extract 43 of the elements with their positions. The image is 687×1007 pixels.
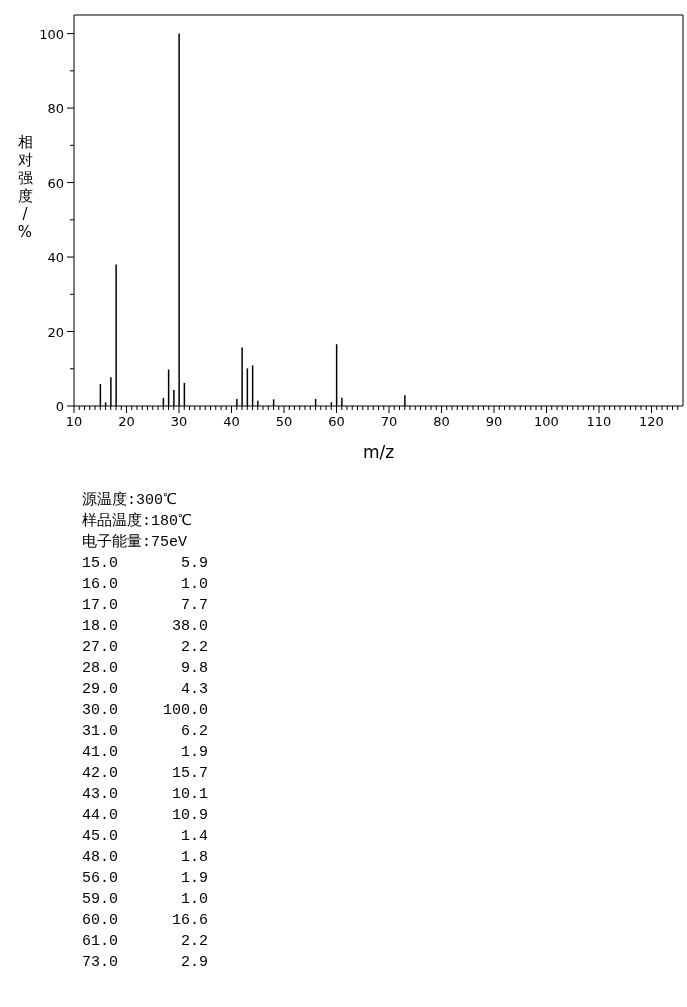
- x-tick-label: 70: [380, 414, 398, 429]
- text: 44.0 10.9: [82, 806, 210, 826]
- text: 41.0 1.9: [82, 743, 210, 763]
- text: 27.0 2.2: [82, 638, 210, 658]
- text: 59.0 1.0: [82, 890, 210, 910]
- text: 电子能量:75eV: [82, 532, 188, 553]
- x-tick-label: 40: [223, 414, 240, 429]
- y-tick-label: 20: [47, 324, 64, 340]
- text: 17.0 7.7: [82, 596, 210, 616]
- x-tick-label: 50: [275, 414, 293, 429]
- text: 29.0 4.3: [82, 680, 210, 700]
- text: 48.0 1.8: [82, 848, 210, 868]
- x-axis-title: m/z: [362, 442, 395, 462]
- x-tick-label: 100: [534, 414, 559, 429]
- x-tick-label: 120: [639, 414, 664, 429]
- text: 样品温度:180℃: [82, 511, 193, 532]
- y-tick-label: 60: [47, 175, 64, 191]
- text: 42.0 15.7: [82, 764, 210, 784]
- x-tick-label: 20: [118, 414, 135, 429]
- text: 15.0 5.9: [82, 554, 210, 574]
- x-tick-label: 110: [586, 414, 612, 429]
- y-tick-label: 100: [39, 26, 64, 42]
- text: 16.0 1.0: [82, 575, 210, 595]
- text: 56.0 1.9: [82, 869, 210, 889]
- text: 61.0 2.2: [82, 932, 210, 952]
- x-tick-label: 60: [328, 414, 345, 429]
- y-tick-label: 40: [47, 250, 64, 266]
- text: 73.0 2.9: [82, 953, 210, 973]
- text: 30.0 100.0: [82, 701, 210, 721]
- y-tick-label: 80: [47, 101, 64, 117]
- y-tick-label: 0: [55, 399, 64, 414]
- text: 60.0 16.6: [82, 911, 210, 931]
- text: 18.0 38.0: [82, 617, 210, 637]
- x-tick-label: 90: [485, 414, 503, 429]
- x-tick-label: 80: [433, 414, 450, 429]
- text: 31.0 6.2: [82, 722, 210, 742]
- text: 45.0 1.4: [82, 827, 210, 847]
- y-axis-title: 相对强度/%: [16, 133, 34, 241]
- x-tick-label: 10: [65, 414, 83, 429]
- text: 28.0 9.8: [82, 659, 210, 679]
- text: 源温度:300℃: [82, 490, 178, 511]
- text: 43.0 10.1: [82, 785, 210, 805]
- x-tick-label: 30: [170, 414, 188, 429]
